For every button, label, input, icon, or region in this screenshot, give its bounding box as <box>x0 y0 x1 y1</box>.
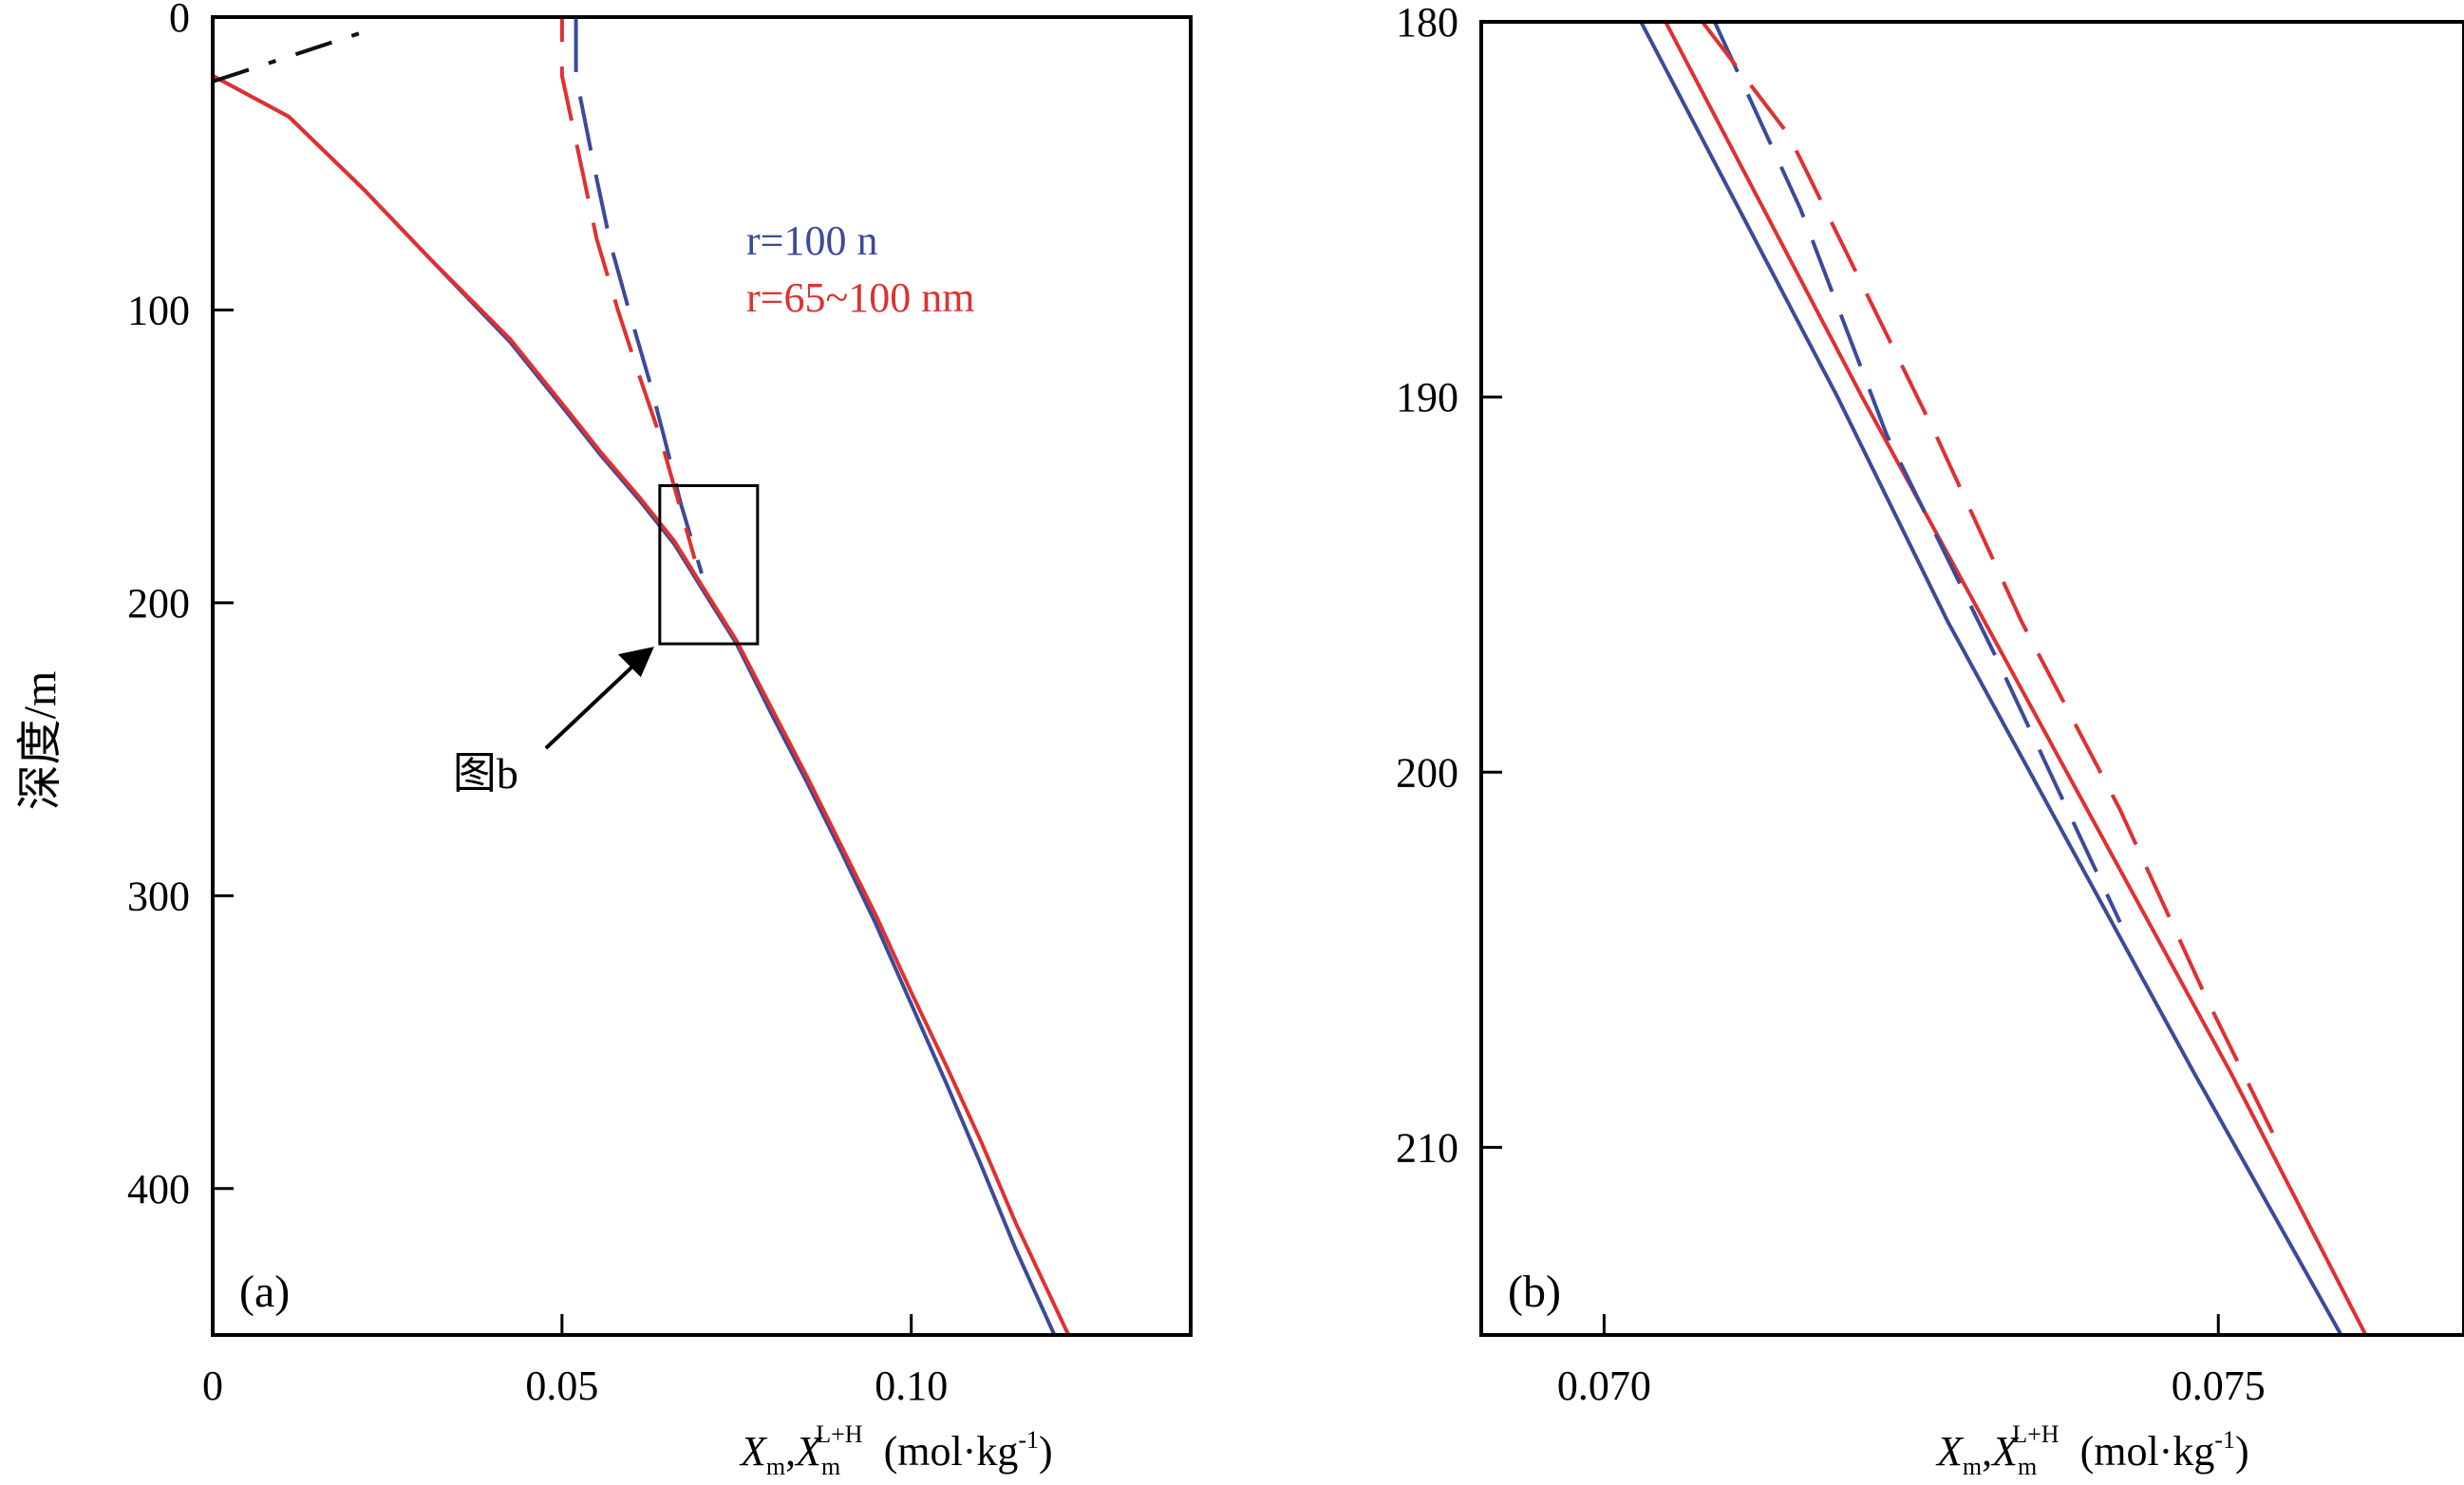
xlabel-sub: m <box>766 1453 785 1480</box>
x-tick-label: 0.05 <box>525 1363 598 1409</box>
series-line-solid-1 <box>1664 22 2368 1335</box>
xlabel-x2: X <box>794 1428 823 1475</box>
series-line-solid-0 <box>1639 22 2343 1335</box>
panel-label: (a) <box>239 1267 290 1317</box>
plot-frame <box>1479 20 2464 1337</box>
zoom-box <box>658 484 760 646</box>
y-tick-label: 400 <box>127 1166 190 1212</box>
x-axis-label-a: Xm,XmL+H (mol·kg-1) <box>739 1420 1053 1480</box>
xlabel-x: X <box>739 1428 768 1475</box>
y-tick-label: 210 <box>1396 1124 1458 1171</box>
xlabel-sep: , <box>785 1428 796 1475</box>
y-tick-label: 200 <box>127 580 190 627</box>
annotation-label: 图b <box>453 749 518 798</box>
series-line-dashed-3 <box>1701 22 2282 1149</box>
xlabel-b-sub: m <box>1963 1453 1982 1480</box>
legend-entry: r=65~100 nm <box>746 274 975 321</box>
y-tick-label: 300 <box>127 873 190 919</box>
xlabel-sup: L+H <box>816 1420 863 1448</box>
xlabel-unit: (mol·kg <box>884 1428 1019 1475</box>
legend-entry: r=100 n <box>746 217 877 264</box>
y-tick-label: 200 <box>1396 749 1458 796</box>
y-tick-label: 0 <box>169 0 190 41</box>
svg-text:Xm,XmL+H(mol·kg-1): Xm,XmL+H (mol·kg-1) <box>1935 1420 2249 1480</box>
xlabel-b-close: ) <box>2235 1428 2249 1475</box>
series-group <box>213 17 1071 1335</box>
y-tick-label: 100 <box>127 287 190 333</box>
xlabel-sub2: m <box>821 1453 840 1480</box>
xlabel-exp: -1 <box>1018 1426 1039 1454</box>
xlabel-b-exp: -1 <box>2214 1426 2235 1454</box>
series-line-dashed-2 <box>574 17 704 574</box>
series-line-solid-1 <box>213 17 1071 1335</box>
series-line-dashed-2 <box>1712 22 2122 924</box>
xlabel-close: ) <box>1039 1428 1053 1475</box>
xlabel-b-sub2: m <box>2018 1453 2037 1480</box>
annotation-arrow-shaft <box>544 651 649 750</box>
x-tick-label: 0.10 <box>875 1363 948 1409</box>
y-tick-label: 180 <box>1396 0 1458 46</box>
y-axis-label: 深度/m <box>15 671 66 811</box>
series-group <box>1639 22 2368 1335</box>
x-tick-label: 0.070 <box>1557 1363 1651 1409</box>
xlabel-b-x: X <box>1935 1428 1965 1475</box>
panel-label: (b) <box>1508 1267 1561 1317</box>
xlabel-b-sup: L+H <box>2012 1420 2060 1448</box>
x-tick-label: 0.075 <box>2172 1363 2266 1409</box>
panel-a: 0 0.05 0.10 0 100 200 300 400 (a) r=100 n r=65~100… <box>127 0 1193 1409</box>
series-line-dashdot-4 <box>213 27 374 84</box>
y-tick-label: 190 <box>1396 374 1458 421</box>
panel-b: 0.070 0.075 180 190 200 210 (b) <box>1396 0 2464 1409</box>
x-axis-label-b: Xm,XmL+H (mol·kg-1) <box>1935 1420 2249 1480</box>
plot-frame <box>211 15 1193 1337</box>
annotation-arrow-head <box>617 647 654 678</box>
svg-text:Xm,XmL+H(mol·kg-1): Xm,XmL+H (mol·kg-1) <box>739 1420 1053 1480</box>
x-tick-label: 0 <box>202 1363 223 1409</box>
xlabel-b-x2: X <box>1990 1428 2020 1475</box>
xlabel-b-unit: (mol·kg <box>2080 1428 2215 1475</box>
series-line-dashed-3 <box>213 17 697 560</box>
series-line-solid-0 <box>213 17 1057 1335</box>
xlabel-b-sep: , <box>1982 1428 1992 1475</box>
